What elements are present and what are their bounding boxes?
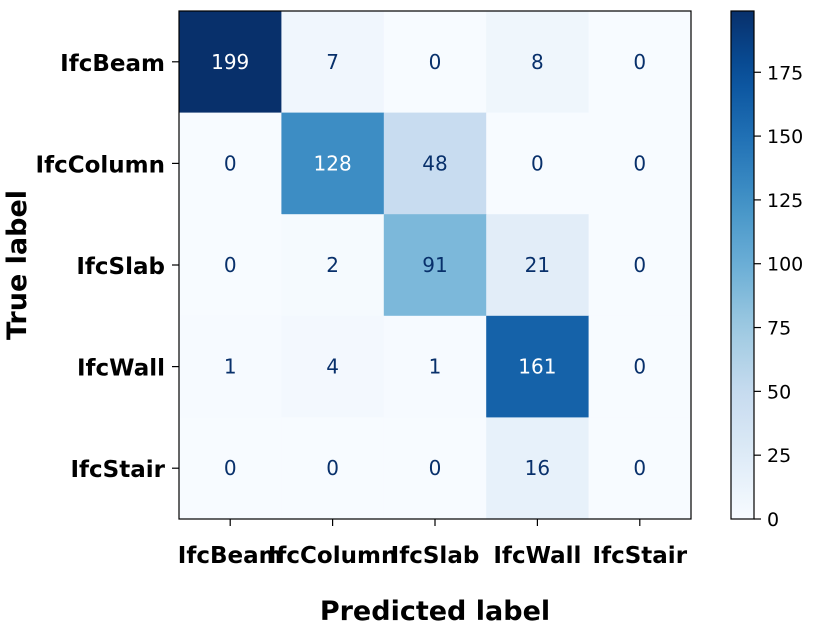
heatmap-cell [486, 11, 590, 114]
cell-value-label: 21 [525, 253, 550, 277]
heatmap-cell [281, 315, 385, 418]
heatmap-cell [179, 214, 282, 317]
colorbar-ticks: 0 25 50 75 100 125 150 175 [754, 62, 803, 531]
x-tick-label: IfcBeam [178, 543, 283, 569]
heatmap-cell [588, 214, 692, 317]
colorbar-tick-label: 0 [767, 509, 779, 531]
cell-value-label: 16 [525, 456, 550, 480]
heatmap-cell [588, 112, 692, 215]
heatmap-cell [486, 214, 590, 317]
heatmap-cell [383, 417, 487, 520]
cell-value-label: 0 [633, 355, 646, 379]
cell-value-label: 0 [429, 456, 442, 480]
cell-value-label: 0 [224, 456, 237, 480]
x-axis-title: Predicted label [320, 596, 550, 627]
y-tick-label: IfcBeam [60, 51, 165, 77]
colorbar-tick-label: 100 [767, 254, 803, 276]
cell-value-label: 0 [224, 151, 237, 175]
heatmap-cell-labels: 199 7 0 8 0 0 128 48 0 0 0 2 91 21 0 1 4 1 161 0 0 0 0 16 0 [211, 50, 646, 480]
colorbar-tick-label: 50 [767, 381, 791, 403]
cell-value-label: 91 [422, 253, 447, 277]
heatmap-cell [588, 417, 692, 520]
x-tick-label: IfcSlab [391, 543, 480, 569]
heatmap-cell [179, 11, 282, 114]
y-tick-label: IfcSlab [76, 254, 165, 280]
colorbar-tick-label: 150 [767, 126, 803, 148]
heatmap-cells [179, 11, 692, 520]
heatmap-cell [486, 417, 590, 520]
cell-value-label: 0 [633, 456, 646, 480]
heatmap-cell [281, 11, 385, 114]
cell-value-label: 199 [211, 50, 249, 74]
colorbar-tick-label: 75 [767, 318, 791, 340]
heatmap-cell [179, 315, 282, 418]
cell-value-label: 4 [326, 355, 339, 379]
cell-value-label: 161 [518, 355, 556, 379]
cell-value-label: 128 [314, 151, 352, 175]
heatmap-cell [281, 417, 385, 520]
heatmap-cell [281, 214, 385, 317]
y-tick-label: IfcWall [77, 356, 165, 382]
heatmap-cell [383, 11, 487, 114]
cell-value-label: 8 [531, 50, 544, 74]
heatmap-cell [179, 112, 282, 215]
cell-value-label: 0 [633, 253, 646, 277]
heatmap-cell [486, 315, 590, 418]
heatmap-cell [383, 214, 487, 317]
y-tick-label: IfcStair [70, 457, 165, 483]
x-tick-label: IfcStair [593, 543, 688, 569]
y-tick-label: IfcColumn [36, 152, 165, 178]
cell-value-label: 7 [326, 50, 339, 74]
y-axis-title: True label [2, 190, 33, 340]
colorbar [730, 10, 755, 520]
cell-value-label: 0 [633, 151, 646, 175]
cell-value-label: 0 [326, 456, 339, 480]
heatmap-cell [486, 112, 590, 215]
cell-value-label: 0 [224, 253, 237, 277]
heatmap-cell [179, 417, 282, 520]
heatmap-cell [588, 315, 692, 418]
y-axis-ticks: IfcBeam IfcColumn IfcSlab IfcWall IfcStair [36, 51, 179, 483]
cell-value-label: 48 [422, 151, 447, 175]
cell-value-label: 0 [531, 151, 544, 175]
colorbar-tick-label: 25 [767, 445, 791, 467]
cell-value-label: 0 [429, 50, 442, 74]
cell-value-label: 0 [633, 50, 646, 74]
x-tick-label: IfcColumn [268, 543, 397, 569]
cell-value-label: 1 [224, 355, 237, 379]
heatmap-cell [383, 315, 487, 418]
colorbar-tick-label: 175 [767, 62, 803, 84]
heatmap-cell [588, 11, 692, 114]
cell-value-label: 2 [326, 253, 339, 277]
x-tick-label: IfcWall [493, 543, 581, 569]
cell-value-label: 1 [429, 355, 442, 379]
heatmap-cell [383, 112, 487, 215]
colorbar-tick-label: 125 [767, 190, 803, 212]
heatmap-cell [281, 112, 385, 215]
